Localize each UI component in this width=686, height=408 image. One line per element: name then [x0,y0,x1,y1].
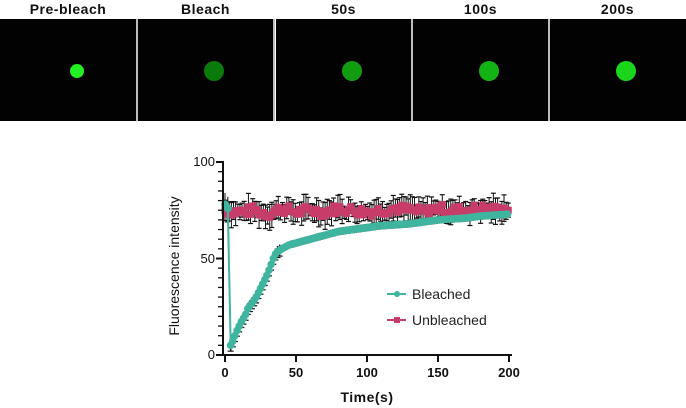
unbleached-point [438,200,446,208]
fluorescent-spot [616,61,636,81]
fluorescent-spot [204,61,224,81]
unbleached-point [293,210,301,218]
unbleached-point [468,206,476,214]
unbleached-point [317,212,325,220]
x-tick-label: 100 [356,365,378,380]
panel-divider [411,19,413,121]
unbleached-point [398,201,406,209]
x-axis-title: Time(s) [340,389,393,405]
unbleached-point [227,211,235,219]
unbleached-point [436,206,444,214]
bleached-point [241,310,250,319]
unbleached-point [328,210,335,218]
unbleached-point [372,208,380,216]
unbleached-point [336,203,344,211]
unbleached-point [400,206,408,214]
unbleached-point [249,202,257,210]
unbleached-point [455,202,463,210]
unbleached-point [313,205,321,213]
unbleached-point [242,210,250,218]
unbleached-point [504,206,512,214]
bleached-point [265,266,273,274]
panel-label-100s: 100s [463,1,498,17]
bleached-point [503,210,512,219]
fluorescent-spot [342,61,362,81]
unbleached-point [298,210,306,218]
unbleached-point [413,208,421,216]
y-tick-label: 0 [208,347,215,362]
unbleached-point [453,208,461,216]
micrograph-pre-bleach [0,19,136,121]
unbleached-point [357,205,365,213]
unbleached-point [319,207,327,215]
panel-label-bleach: Bleach [181,1,230,17]
legend-marker-unbleached [394,317,400,323]
unbleached-point [425,211,433,219]
unbleached-point [402,202,410,210]
fluorescent-spot [479,61,499,81]
unbleached-point [385,210,393,218]
micrograph-bleach [138,19,274,121]
unbleached-point [259,208,267,216]
x-tick-label: 200 [498,365,520,380]
unbleached-point [355,210,363,218]
micrograph-100s [413,19,548,121]
unbleached-point [279,205,287,213]
unbleached-point [432,203,440,211]
unbleached-point [247,210,255,218]
panel-label-pre-bleach: Pre-bleach [29,1,107,17]
micrograph-200s [550,19,686,121]
legend: Bleached Unbleached [387,286,487,328]
y-tick-label: 100 [193,154,215,169]
y-tick-label: 50 [201,251,215,266]
x-tick-label: 150 [427,365,449,380]
panel-label-50s: 50s [331,1,356,17]
unbleached-point [494,203,502,211]
unbleached-point [421,208,429,216]
legend-marker-bleached [394,291,400,297]
unbleached-point [330,202,338,210]
unbleached-point [394,208,402,216]
unbleached-point [489,202,497,210]
unbleached-point [310,210,318,218]
unbleached-point [359,211,367,219]
unbleached-point [485,203,493,211]
bleached-point [223,204,232,213]
micrograph-50s [276,19,411,121]
unbleached-point [274,203,282,211]
fluorescent-spot [70,64,84,78]
unbleached-point [285,202,293,210]
panel-divider [136,19,138,121]
unbleached-point [492,207,500,215]
unbleached-point [470,201,478,209]
unbleached-point [347,203,355,211]
panel-divider [273,19,275,121]
unbleached-point [423,204,431,212]
x-tick-label: 0 [221,365,228,380]
unbleached-point [296,205,304,213]
unbleached-point [253,206,261,214]
unbleached-point [281,209,289,217]
unbleached-point [451,203,459,211]
unbleached-point [457,210,465,218]
panel-divider [548,19,550,121]
unbleached-point [342,209,350,217]
legend-label-bleached: Bleached [412,286,470,302]
unbleached-point [321,212,329,220]
bleached-point [267,260,275,269]
legend-label-unbleached: Unbleached [412,312,487,328]
unbleached-point [325,206,333,214]
unbleached-point [391,204,399,212]
unbleached-point [477,208,485,216]
panel-label-200s: 200s [600,1,635,17]
unbleached-point [244,203,252,211]
unbleached-point [374,205,382,213]
unbleached-point [368,212,376,220]
unbleached-point [332,210,340,218]
y-axis-title: Fluorescence intensity [166,196,182,335]
unbleached-point [366,208,374,216]
x-tick-label: 50 [289,365,303,380]
